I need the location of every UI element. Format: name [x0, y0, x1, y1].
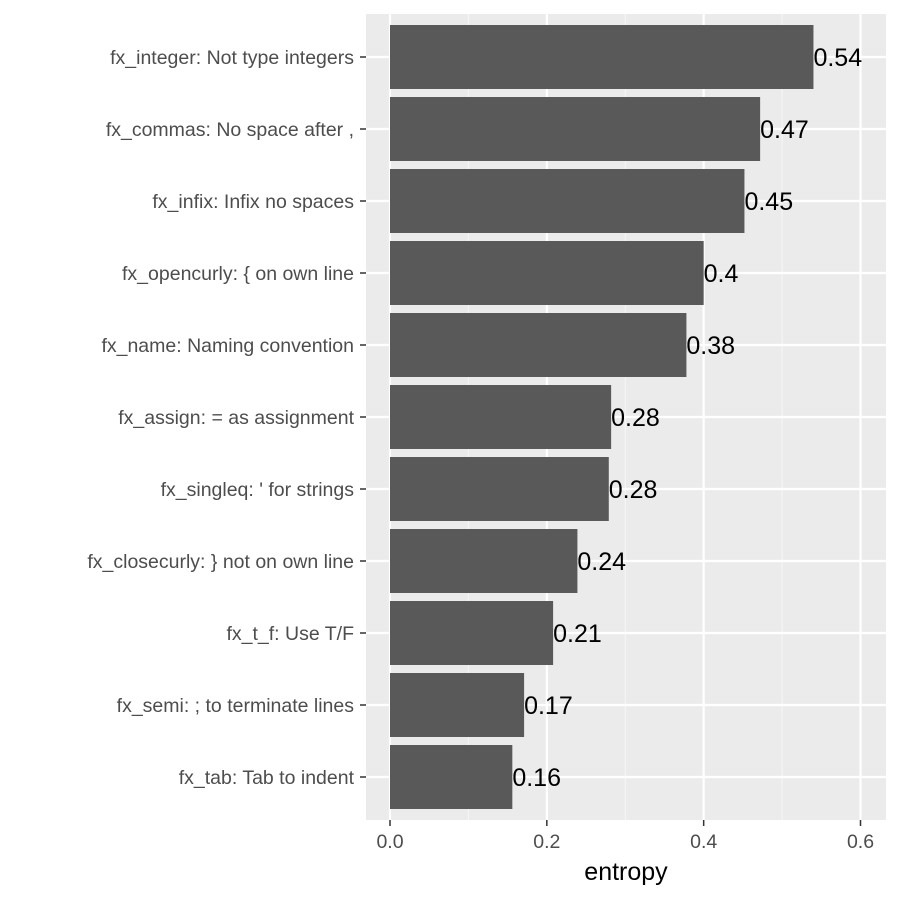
data-label: 0.24: [577, 548, 626, 576]
bar: [390, 241, 704, 305]
bar: [390, 313, 687, 377]
y-tick-label: fx_tab: Tab to indent: [179, 767, 355, 789]
x-axis: 0.0 0.2 0.4 0.6: [376, 820, 874, 853]
bars: [390, 25, 814, 809]
x-axis-title: entropy: [584, 858, 668, 886]
y-tick-label: fx_singleq: ' for strings: [161, 479, 355, 501]
x-tick-label: 0.6: [847, 831, 874, 853]
data-label: 0.38: [686, 332, 735, 360]
y-axis: fx_integer: Not type integers fx_commas: …: [87, 47, 366, 789]
x-tick-label: 0.4: [690, 831, 717, 853]
y-tick-label: fx_closecurly: } not on own line: [87, 551, 354, 573]
data-label: 0.21: [553, 620, 602, 648]
value-labels: 0.54 0.47 0.45 0.4 0.38 0.28 0.28 0.24 0.21 0.17 0…: [512, 44, 862, 792]
bar: [390, 601, 554, 665]
data-label: 0.16: [512, 764, 561, 792]
y-tick-label: fx_t_f: Use T/F: [226, 623, 354, 645]
data-label: 0.54: [813, 44, 862, 72]
y-tick-label: fx_name: Naming convention: [101, 335, 354, 357]
bar: [390, 457, 609, 521]
y-tick-label: fx_semi: ; to terminate lines: [117, 695, 355, 717]
bar: [390, 673, 525, 737]
x-tick-label: 0.0: [376, 831, 403, 853]
y-tick-label: fx_assign: = as assignment: [118, 407, 354, 429]
data-label: 0.4: [704, 260, 739, 288]
y-tick-label: fx_opencurly: { on own line: [122, 263, 354, 285]
bar: [390, 25, 814, 89]
bar: [390, 169, 745, 233]
bar: [390, 745, 513, 809]
data-label: 0.47: [760, 116, 809, 144]
bar: [390, 97, 761, 161]
x-tick-label: 0.2: [533, 831, 560, 853]
y-tick-label: fx_infix: Infix no spaces: [152, 191, 354, 213]
data-label: 0.28: [609, 476, 658, 504]
y-tick-label: fx_integer: Not type integers: [110, 47, 354, 69]
bar: [390, 385, 612, 449]
bar: [390, 529, 578, 593]
y-tick-label: fx_commas: No space after ,: [106, 119, 354, 141]
data-label: 0.17: [524, 692, 573, 720]
data-label: 0.45: [744, 188, 793, 216]
data-label: 0.28: [611, 404, 660, 432]
